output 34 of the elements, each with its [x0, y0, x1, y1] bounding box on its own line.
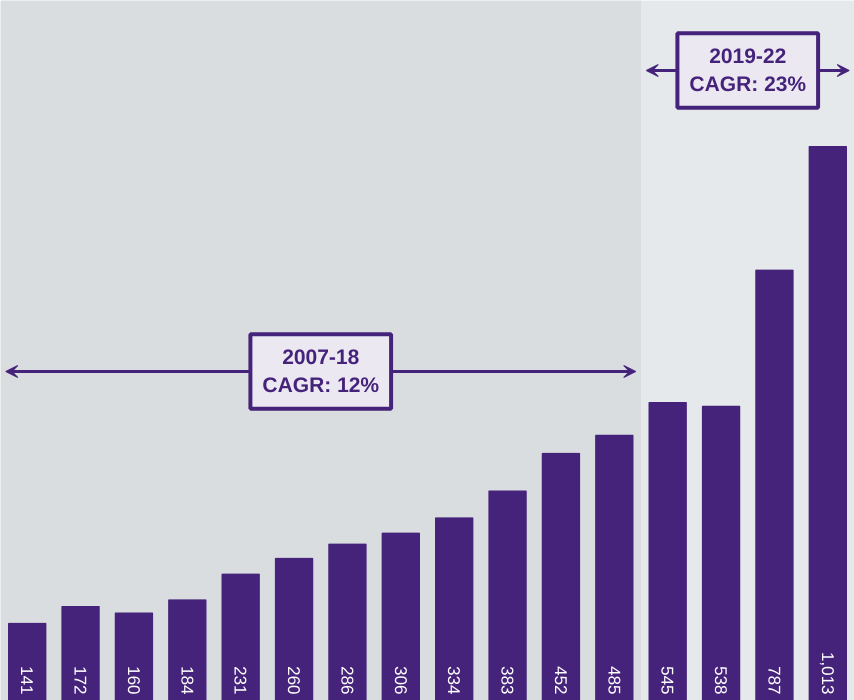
data-label: 306: [390, 666, 410, 695]
bar: [648, 402, 687, 700]
data-label: 184: [177, 666, 196, 695]
bar: [8, 622, 46, 700]
data-label: 545: [658, 666, 677, 695]
data-label: 260: [284, 666, 304, 695]
data-label: 538: [711, 666, 730, 695]
bar: [702, 406, 740, 700]
data-label: 160: [124, 666, 143, 695]
data-label: 172: [70, 666, 90, 695]
data-label: 452: [550, 666, 570, 695]
bar: [435, 517, 474, 700]
data-label: 787: [764, 666, 784, 695]
data-label: 383: [498, 666, 517, 695]
bar: [755, 270, 794, 700]
bar: [808, 146, 847, 700]
annotation: 2007-18 CAGR: 12%: [262, 346, 380, 397]
bar: [328, 544, 367, 700]
data-label: 141: [17, 666, 36, 695]
bar: [595, 434, 634, 700]
data-label: 334: [444, 666, 464, 695]
data-label: 231: [230, 666, 250, 695]
bar: [168, 599, 206, 700]
annotation: 2019-22 CAGR: 23%: [689, 45, 806, 96]
bar: [61, 606, 100, 700]
bar: [114, 612, 154, 700]
bar: [274, 558, 314, 700]
bar: [488, 490, 527, 700]
data-label: 1,013: [818, 652, 837, 695]
bar: [222, 574, 260, 700]
bar: [542, 452, 580, 700]
data-label: 286: [337, 666, 356, 695]
bar: [382, 532, 420, 700]
data-label: 485: [604, 666, 624, 695]
